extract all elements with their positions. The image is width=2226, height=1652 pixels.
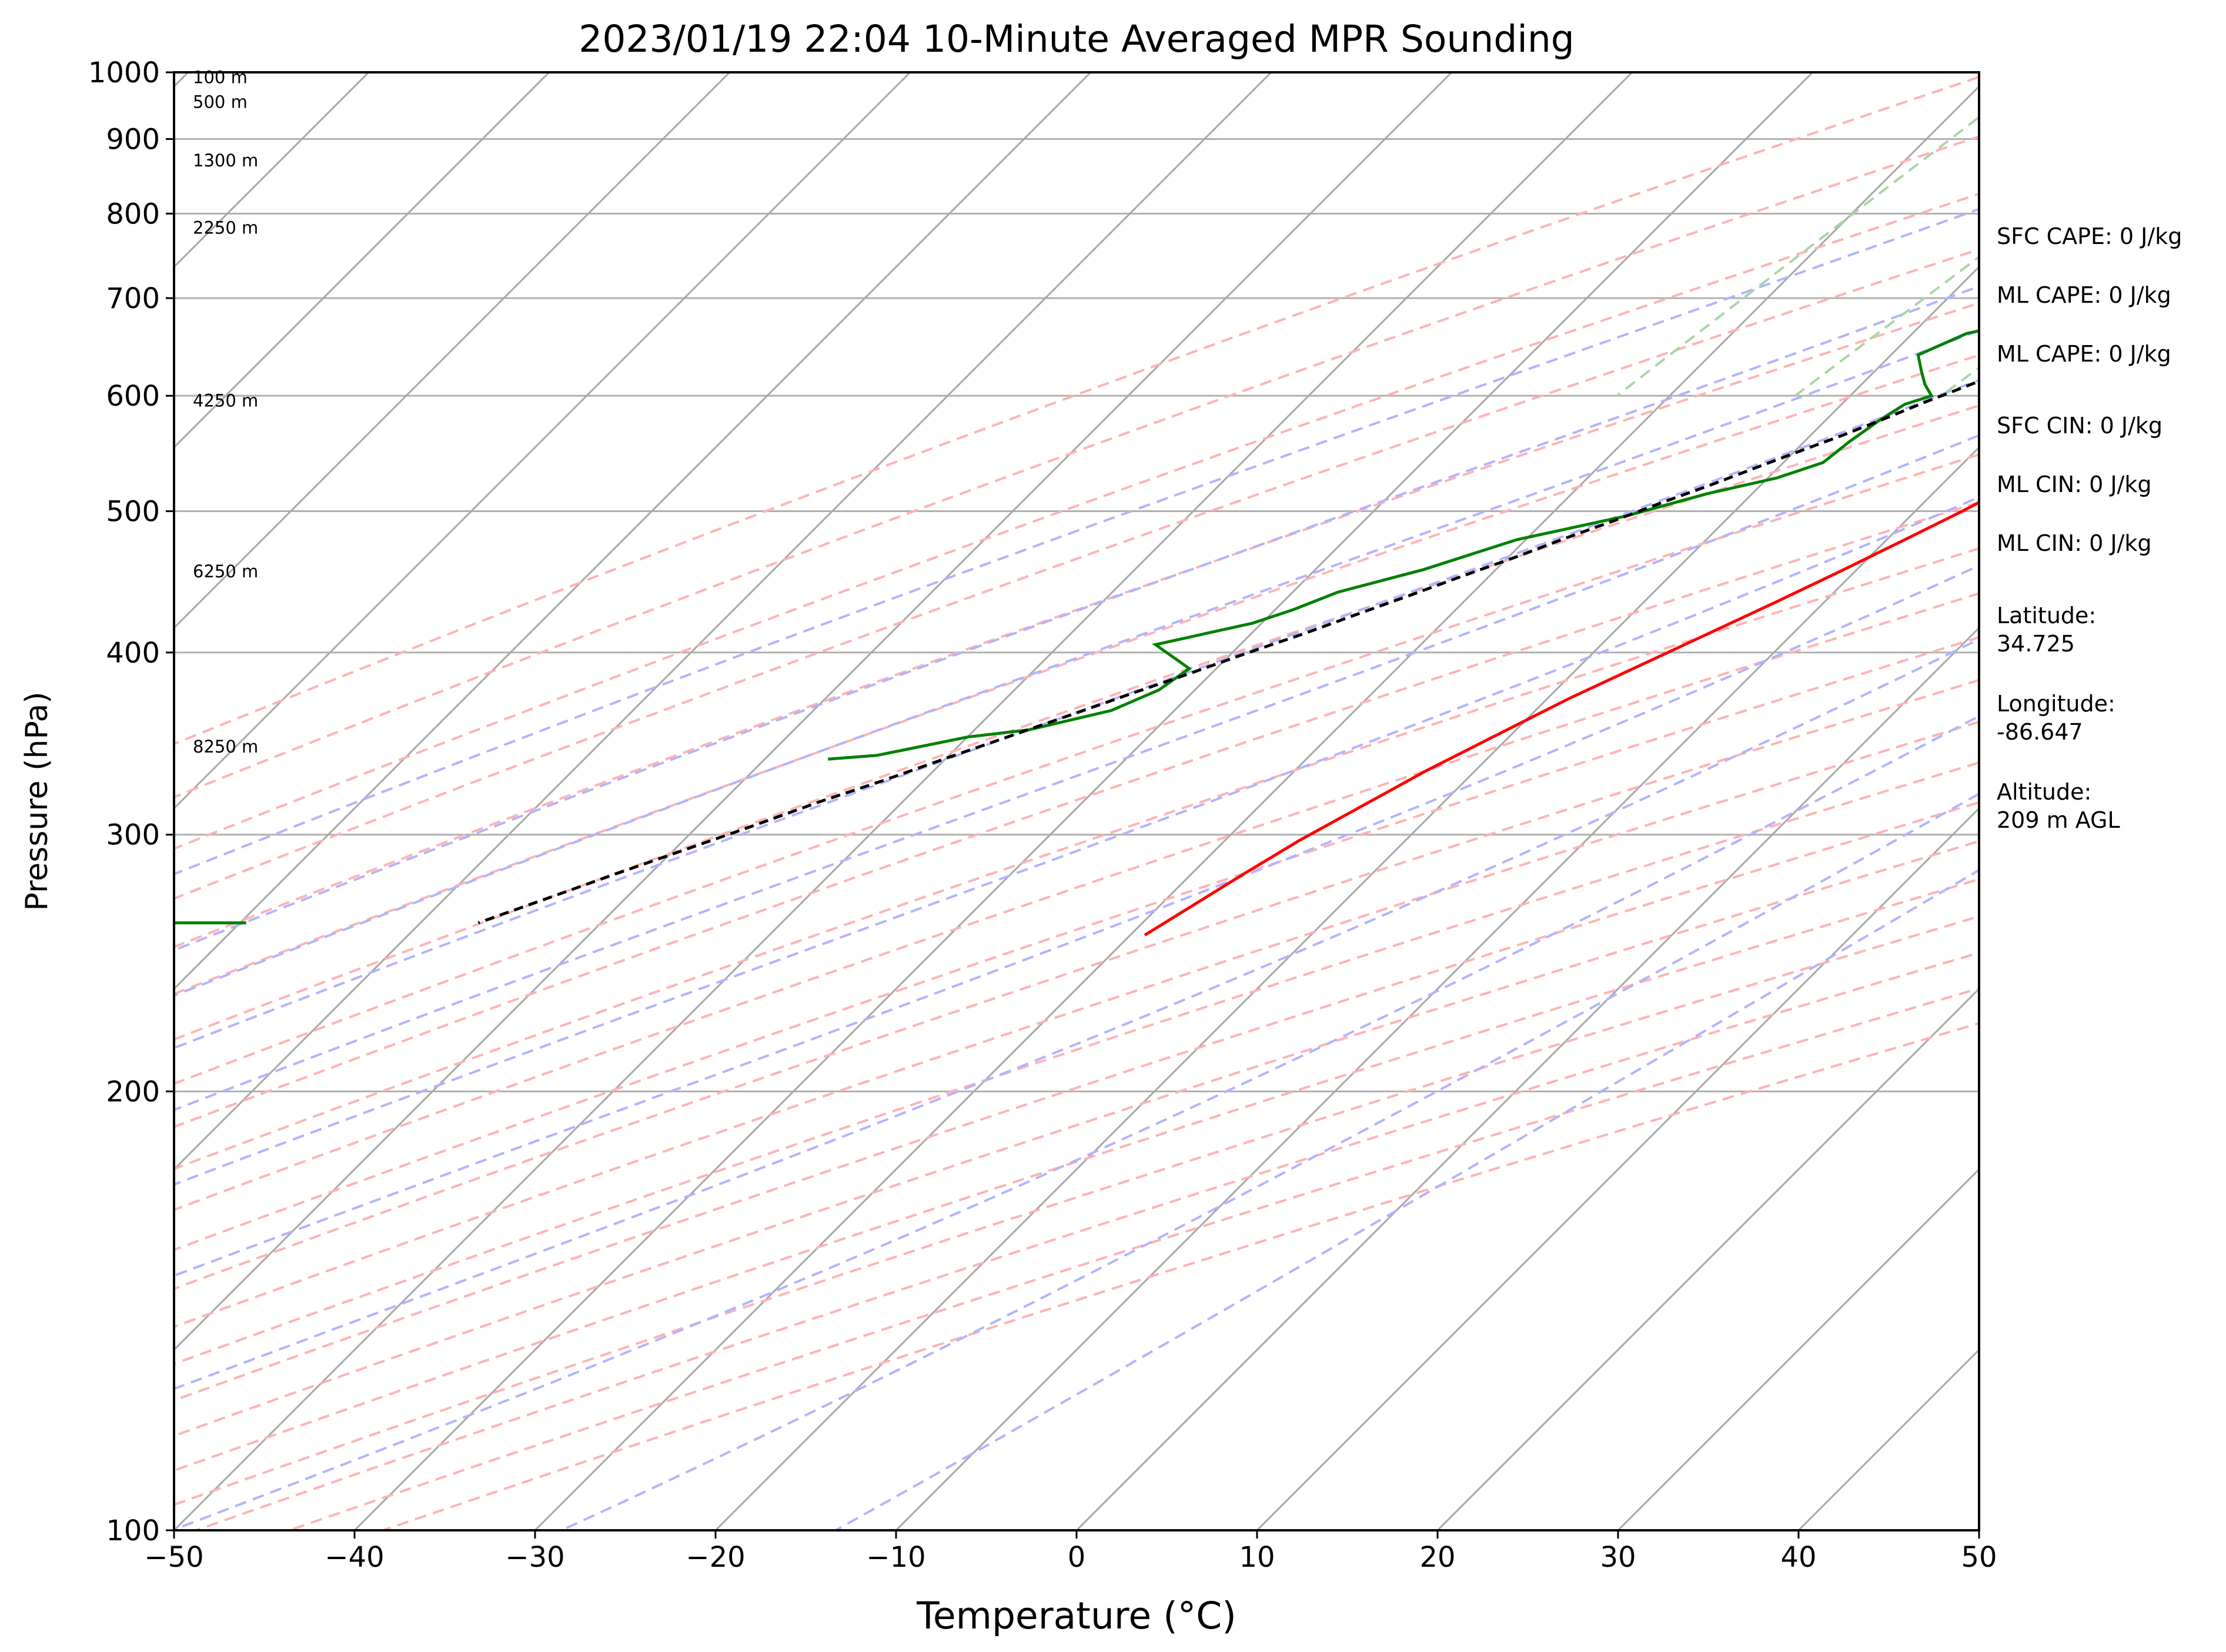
y-axis-label: Pressure (hPa) xyxy=(19,692,55,911)
dry-adiabat-line xyxy=(174,192,1979,850)
moist-adiabat-line xyxy=(174,329,1979,997)
isotherm-line xyxy=(534,85,1979,1530)
moist-adiabat-line xyxy=(174,714,1979,1530)
height-label: 100 m xyxy=(193,68,248,88)
height-label: 8250 m xyxy=(193,737,258,757)
moist-adiabat-line xyxy=(174,496,1979,1186)
dry-adiabat-line xyxy=(174,135,1979,799)
moist-adiabat-line xyxy=(174,285,1979,952)
dry-adiabat-line xyxy=(174,720,1979,1328)
x-tick-label: −50 xyxy=(144,1541,203,1574)
isotherm-line xyxy=(174,72,1092,991)
height-label: 2250 m xyxy=(193,218,258,238)
ml-cin-text: ML CIN: 0 J/kg xyxy=(1997,471,2151,497)
ml-cape-text: ML CAPE: 0 J/kg xyxy=(1997,282,2171,308)
isotherm-line xyxy=(174,72,911,810)
moist-adiabat-line xyxy=(174,564,1979,1278)
y-tick-label: 700 xyxy=(106,282,160,315)
x-axis-label: Temperature (°C) xyxy=(916,1594,1236,1637)
longitude-value: -86.647 xyxy=(1997,719,2083,745)
x-tick-label: −10 xyxy=(866,1541,925,1574)
data-lines xyxy=(174,329,1979,937)
isotherm-line xyxy=(1075,626,1979,1530)
x-tick-label: −20 xyxy=(686,1541,745,1574)
height-labels: 8250 m 6250 m 4250 m 2250 m 1300 m 500 m 100 m xyxy=(193,68,258,757)
y-tick-label: 1000 xyxy=(88,56,160,89)
moist-adiabat-line xyxy=(174,208,1979,876)
y-tick-label: 900 xyxy=(106,123,160,156)
height-label: 1300 m xyxy=(193,151,258,170)
isotherm-line xyxy=(895,446,1979,1530)
y-axis: 100 200 300 400 500 600 700 800 900 1000 xyxy=(88,56,174,1547)
dry-adiabat-line xyxy=(174,636,1979,1252)
isotherm-line xyxy=(174,72,731,630)
isotherm-line xyxy=(174,72,1272,1171)
dry-adiabat-line xyxy=(174,915,1979,1506)
moist-adiabat-line xyxy=(835,868,1979,1530)
y-tick-label: 600 xyxy=(106,380,160,413)
temperature-line xyxy=(1144,500,1979,937)
info-panel: SFC CAPE: 0 J/kg ML CAPE: 0 J/kg ML CAPE… xyxy=(1997,223,2182,833)
dewpoint-line xyxy=(828,329,1979,761)
sfc-cin-text: SFC CIN: 0 J/kg xyxy=(1997,413,2163,439)
dry-adiabat-line xyxy=(174,302,1979,948)
x-axis: −50 −40 −30 −20 −10 0 10 20 30 40 50 xyxy=(144,1530,1997,1574)
y-tick-label: 100 xyxy=(106,1514,160,1547)
y-tick-label: 300 xyxy=(106,819,160,852)
moist-adiabat-line xyxy=(174,434,1979,1112)
isotherm-line xyxy=(174,72,1453,1352)
dry-adiabat-line xyxy=(174,592,1979,1212)
dry-adiabat-line xyxy=(174,878,1979,1472)
height-label: 6250 m xyxy=(193,561,258,581)
isotherm-line xyxy=(174,72,1633,1530)
moist-adiabat-line xyxy=(174,379,1979,1049)
isotherm-line xyxy=(174,72,550,449)
x-tick-label: 50 xyxy=(1961,1541,1997,1574)
y-tick-label: 400 xyxy=(106,637,160,670)
longitude-label: Longitude: xyxy=(1997,691,2115,717)
moist-adiabat-line xyxy=(174,638,1979,1390)
height-label: 500 m xyxy=(193,92,248,112)
sfc-cape-text: SFC CAPE: 0 J/kg xyxy=(1997,223,2182,249)
mixing-ratio-line xyxy=(1616,115,1979,397)
dry-adiabat-line xyxy=(174,75,1979,745)
y-tick-label: 200 xyxy=(106,1075,160,1108)
isotherm-line xyxy=(714,265,1979,1530)
moist-adiabat-line xyxy=(561,792,1979,1530)
y-tick-label: 500 xyxy=(106,496,160,529)
y-tick-label: 800 xyxy=(106,198,160,230)
dry-adiabat-line xyxy=(174,248,1979,900)
x-tick-label: 20 xyxy=(1419,1541,1455,1574)
x-tick-label: 40 xyxy=(1780,1541,1816,1574)
dry-adiabat-line xyxy=(174,500,1979,1128)
dry-adiabat-line xyxy=(174,547,1979,1171)
background-lines xyxy=(174,72,1979,1530)
dry-adiabat-line xyxy=(174,678,1979,1290)
height-label: 4250 m xyxy=(193,390,258,410)
parcel-path-line xyxy=(477,379,1979,925)
isotherm-line xyxy=(1436,987,1979,1530)
altitude-value: 209 m AGL xyxy=(1997,807,2120,833)
x-tick-label: −30 xyxy=(505,1541,564,1574)
dry-adiabat-line xyxy=(174,404,1979,1041)
ml-cape-text-2: ML CAPE: 0 J/kg xyxy=(1997,341,2171,367)
latitude-value: 34.725 xyxy=(1997,631,2075,657)
altitude-label: Altitude: xyxy=(1997,779,2091,805)
chart-title: 2023/01/19 22:04 10-Minute Averaged MPR … xyxy=(579,18,1575,61)
x-tick-label: −40 xyxy=(325,1541,384,1574)
isotherm-line xyxy=(1256,807,1979,1530)
x-tick-label: 30 xyxy=(1600,1541,1636,1574)
x-tick-label: 10 xyxy=(1239,1541,1275,1574)
latitude-label: Latitude: xyxy=(1997,603,2096,628)
dry-adiabat-line xyxy=(174,453,1979,1085)
isotherm-line xyxy=(1617,1168,1979,1530)
x-tick-label: 0 xyxy=(1068,1541,1086,1574)
ml-cin-text-2: ML CIN: 0 J/kg xyxy=(1997,530,2151,556)
dry-adiabat-line xyxy=(174,353,1979,995)
